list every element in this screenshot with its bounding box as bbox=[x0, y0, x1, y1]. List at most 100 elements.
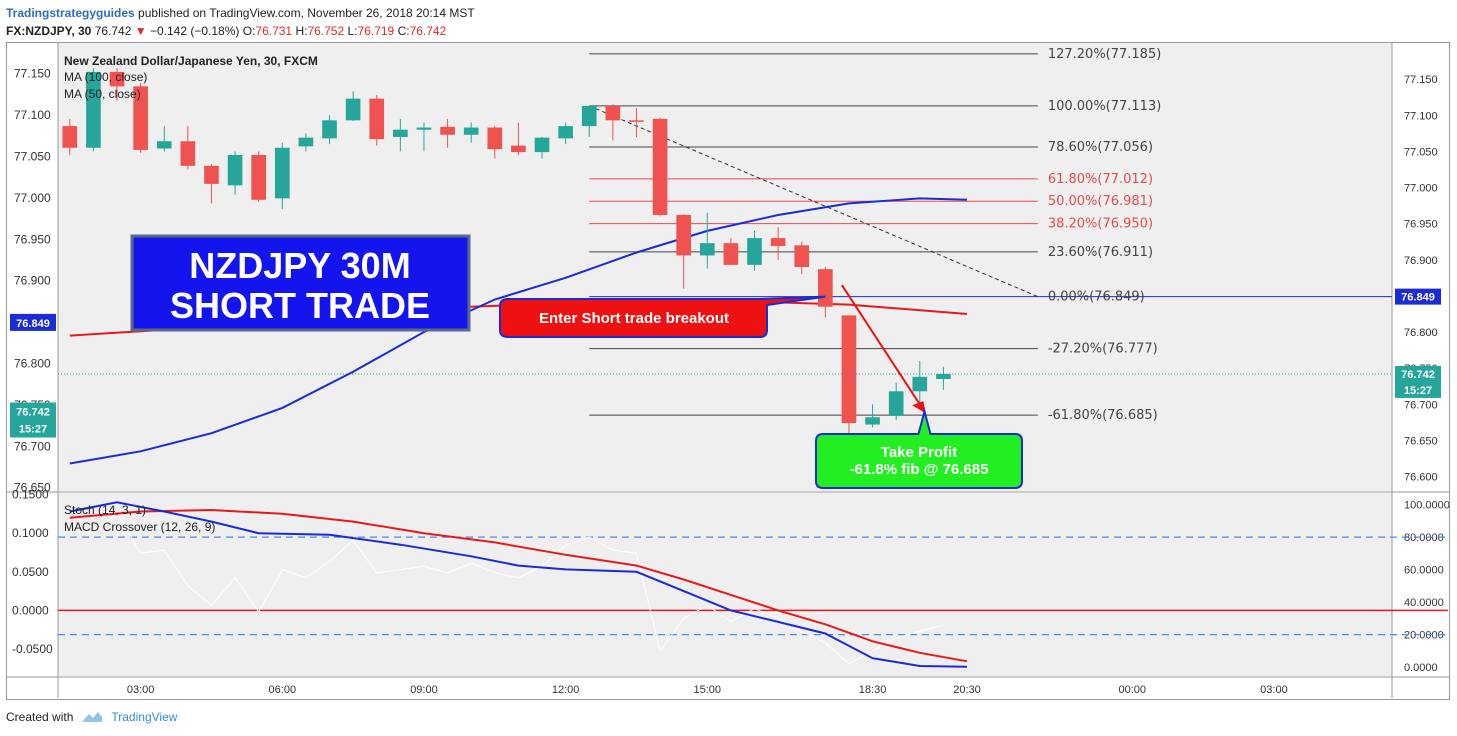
take-profit-line2: -61.8% fib @ 76.685 bbox=[850, 461, 989, 478]
down-arrow-icon: ▼ bbox=[134, 24, 147, 38]
take-profit-arrow bbox=[841, 284, 926, 413]
candle-body-down bbox=[629, 120, 644, 122]
left-price-tick: 76.900 bbox=[14, 274, 51, 288]
ma50-line bbox=[69, 197, 968, 465]
time-tick: 03:00 bbox=[1260, 684, 1288, 696]
candle-body-down bbox=[794, 245, 810, 267]
title-box bbox=[130, 234, 471, 332]
candle-body-down bbox=[605, 105, 621, 121]
fib-level-label: 78.60%(77.056) bbox=[1048, 140, 1153, 155]
right-price-tick: 76.650 bbox=[1404, 435, 1438, 447]
right-price-tick: 76.950 bbox=[1404, 219, 1438, 231]
osc-left-tick: 0.1500 bbox=[12, 488, 49, 502]
take-profit-line1: Take Profit bbox=[881, 444, 957, 461]
left-price-tick: 76.700 bbox=[14, 439, 51, 453]
time-tick: 06:00 bbox=[269, 684, 297, 696]
fib-level-label: 23.60%(76.911) bbox=[1048, 245, 1153, 260]
candle-body-up bbox=[416, 127, 432, 130]
footer: Created with TradingView bbox=[6, 710, 177, 724]
published-text: published on TradingView.com, November 2… bbox=[138, 6, 475, 20]
fib-level-label: -27.20%(76.777) bbox=[1048, 342, 1158, 357]
author-link[interactable]: Tradingstrategyguides bbox=[6, 6, 135, 20]
legend-ma100: MA (100, close) bbox=[64, 70, 147, 84]
candle-body-down bbox=[369, 98, 385, 140]
macd-line bbox=[69, 501, 968, 668]
last-label-box-left bbox=[10, 402, 56, 438]
created-with-label: Created with bbox=[6, 710, 74, 724]
fib-level-label: 0.00%(76.849) bbox=[1048, 290, 1145, 305]
left-price-tick: 77.100 bbox=[14, 108, 51, 122]
entry-callout bbox=[499, 295, 826, 338]
legend-stoch: Stoch (14, 3, 1) bbox=[64, 503, 146, 517]
fib-level-label: 50.00%(76.981) bbox=[1048, 194, 1153, 209]
left-price-tick: 76.950 bbox=[14, 232, 51, 246]
candle-body-down bbox=[676, 214, 692, 256]
candle-body-up bbox=[865, 417, 880, 425]
fib-level-label: 127.20%(77.185) bbox=[1048, 47, 1161, 62]
tradingview-logo-icon bbox=[82, 712, 103, 722]
osc-right-tick: 40.0000 bbox=[1404, 597, 1444, 609]
candle-body-down bbox=[109, 71, 125, 87]
right-price-tick: 77.000 bbox=[1404, 183, 1438, 195]
candle-body-up bbox=[558, 126, 573, 139]
osc-left-tick: 0.0000 bbox=[12, 603, 49, 617]
open-value: 76.731 bbox=[255, 24, 293, 38]
price-label-left: 76.849 bbox=[16, 318, 50, 330]
open-label: O: bbox=[242, 24, 256, 38]
time-tick: 00:00 bbox=[1119, 684, 1147, 696]
fib-level-label: -61.80%(76.685) bbox=[1048, 408, 1158, 423]
right-price-tick: 76.600 bbox=[1404, 472, 1438, 484]
left-price-tick: 77.000 bbox=[14, 191, 51, 205]
fib-level-label: 61.80%(77.012) bbox=[1048, 172, 1153, 187]
macd-signal-line bbox=[69, 508, 968, 663]
last-label-box-right bbox=[1395, 365, 1441, 398]
candle-body-down bbox=[133, 86, 148, 150]
title-box-line2: SHORT TRADE bbox=[170, 285, 430, 326]
candle-body-down bbox=[180, 141, 196, 166]
countdown-right: 15:27 bbox=[1404, 385, 1432, 397]
oscillator-pane-bg bbox=[58, 493, 1392, 676]
time-tick: 09:00 bbox=[410, 684, 438, 696]
time-tick: 03:00 bbox=[127, 684, 155, 696]
osc-left-tick: 0.0500 bbox=[12, 565, 49, 579]
osc-right-tick: 20.0000 bbox=[1404, 630, 1444, 642]
candle-body-up bbox=[227, 155, 243, 186]
left-price-tick: 76.800 bbox=[14, 356, 51, 370]
price-change: −0.142 (−0.18%) bbox=[149, 24, 240, 38]
osc-left-tick: -0.0500 bbox=[12, 642, 53, 656]
candle-body-up bbox=[463, 127, 479, 135]
right-price-tick: 76.800 bbox=[1404, 327, 1438, 339]
right-price-tick: 77.100 bbox=[1404, 110, 1438, 122]
candle-body-down bbox=[62, 126, 78, 148]
left-price-tick: 76.650 bbox=[14, 481, 51, 495]
left-price-tick: 77.150 bbox=[14, 67, 51, 81]
candle-body-up bbox=[912, 376, 928, 392]
take-profit-callout bbox=[815, 407, 1023, 489]
time-tick: 12:00 bbox=[552, 684, 580, 696]
candle-body-down bbox=[511, 145, 526, 153]
right-price-tick: 76.700 bbox=[1404, 399, 1438, 411]
candle-body-down bbox=[723, 243, 739, 265]
fib-level-label: 100.00%(77.113) bbox=[1048, 99, 1161, 114]
entry-callout-text: Enter Short trade breakout bbox=[539, 310, 729, 327]
candle-body-down bbox=[251, 155, 267, 200]
osc-right-tick: 100.0000 bbox=[1404, 500, 1450, 512]
high-label: H: bbox=[295, 24, 308, 38]
osc-right-tick: 0.0000 bbox=[1404, 662, 1438, 674]
last-label-right: 76.742 bbox=[1401, 369, 1435, 381]
fib-level-label: 38.20%(76.950) bbox=[1048, 217, 1153, 232]
close-value: 76.742 bbox=[409, 24, 447, 38]
tradingview-link[interactable]: TradingView bbox=[111, 710, 178, 724]
candle-body-down bbox=[487, 127, 503, 150]
symbol-label: FX:NZDJPY, 30 bbox=[6, 24, 92, 38]
right-price-tick: 77.050 bbox=[1404, 146, 1438, 158]
chart-header: Tradingstrategyguides published on Tradi… bbox=[6, 4, 475, 40]
stoch-line bbox=[69, 511, 944, 665]
candle-body-up bbox=[274, 147, 290, 199]
osc-left-tick: 0.1000 bbox=[12, 526, 49, 540]
osc-right-tick: 60.0000 bbox=[1404, 565, 1444, 577]
last-price: 76.742 bbox=[94, 24, 132, 38]
candle-body-down bbox=[818, 269, 833, 307]
candle-body-up bbox=[888, 391, 904, 416]
